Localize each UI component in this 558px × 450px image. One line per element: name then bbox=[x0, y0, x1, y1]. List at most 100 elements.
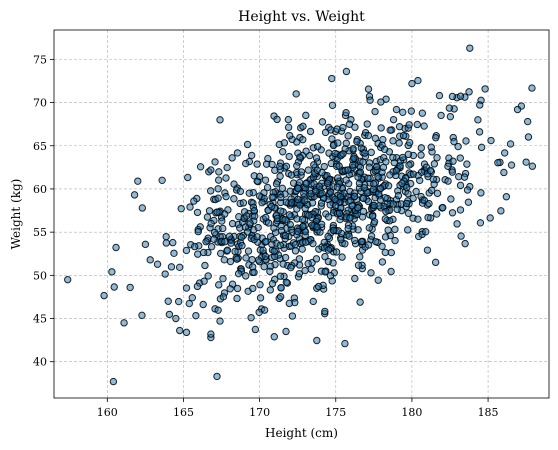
data-point bbox=[282, 162, 291, 170]
data-point bbox=[445, 104, 454, 112]
data-point bbox=[312, 187, 320, 196]
data-point bbox=[477, 143, 486, 152]
data-point bbox=[444, 162, 452, 171]
data-point bbox=[193, 208, 202, 217]
data-point bbox=[261, 252, 270, 260]
data-point bbox=[247, 313, 255, 322]
data-point bbox=[295, 255, 304, 263]
data-point bbox=[487, 136, 495, 145]
x-axis-ticks: 160 165 170 175 180 185 bbox=[97, 398, 499, 419]
data-point bbox=[354, 173, 362, 181]
data-point bbox=[359, 207, 368, 216]
data-point bbox=[381, 233, 390, 241]
data-point bbox=[412, 187, 420, 196]
x-tick-label: 165 bbox=[173, 406, 194, 419]
data-point bbox=[258, 198, 266, 207]
data-point bbox=[456, 154, 464, 162]
data-point bbox=[381, 248, 389, 257]
data-point bbox=[169, 238, 177, 247]
data-point bbox=[214, 306, 222, 314]
data-point bbox=[393, 205, 401, 214]
data-point bbox=[276, 172, 284, 180]
data-point bbox=[184, 173, 192, 182]
data-point bbox=[284, 115, 293, 124]
data-point bbox=[370, 180, 378, 188]
data-point bbox=[344, 132, 352, 140]
data-point bbox=[309, 297, 317, 306]
data-point bbox=[338, 253, 346, 261]
data-point bbox=[433, 210, 441, 218]
data-point bbox=[308, 199, 317, 207]
data-point bbox=[386, 171, 394, 179]
data-point bbox=[203, 213, 212, 221]
data-point bbox=[251, 212, 259, 220]
data-point bbox=[270, 247, 278, 255]
data-point bbox=[336, 192, 345, 201]
data-point bbox=[270, 333, 279, 341]
data-point bbox=[430, 160, 439, 168]
data-point bbox=[420, 122, 428, 130]
data-point bbox=[398, 179, 406, 188]
data-point bbox=[251, 325, 260, 334]
y-tick-label: 40 bbox=[33, 356, 47, 369]
data-point bbox=[460, 173, 469, 181]
data-point bbox=[190, 242, 199, 251]
x-tick-label: 170 bbox=[249, 406, 270, 419]
y-tick-label: 65 bbox=[33, 140, 47, 153]
data-point bbox=[206, 187, 215, 195]
data-point bbox=[110, 283, 118, 291]
data-point bbox=[175, 263, 184, 272]
data-point bbox=[351, 192, 359, 201]
data-point bbox=[268, 240, 276, 248]
data-point bbox=[292, 90, 300, 98]
data-point bbox=[457, 232, 465, 240]
data-point bbox=[230, 195, 238, 203]
data-point bbox=[245, 189, 253, 197]
data-point bbox=[355, 179, 364, 188]
data-point bbox=[153, 260, 162, 268]
data-point bbox=[420, 196, 428, 204]
data-point bbox=[365, 163, 374, 171]
data-point bbox=[344, 224, 352, 233]
data-point bbox=[233, 149, 242, 157]
data-point bbox=[167, 263, 176, 271]
data-point bbox=[372, 237, 380, 246]
data-point bbox=[214, 176, 223, 184]
data-point bbox=[345, 232, 353, 240]
data-point bbox=[211, 158, 219, 166]
data-point bbox=[196, 163, 205, 171]
data-point bbox=[399, 153, 407, 162]
data-point bbox=[431, 258, 440, 267]
data-point bbox=[260, 262, 268, 271]
data-point bbox=[276, 272, 285, 280]
data-point bbox=[233, 284, 242, 293]
data-point bbox=[164, 297, 172, 305]
data-point bbox=[403, 183, 411, 192]
data-point bbox=[328, 135, 336, 143]
data-point bbox=[242, 272, 250, 280]
data-point bbox=[304, 259, 312, 268]
data-point bbox=[108, 268, 116, 276]
data-point bbox=[357, 144, 365, 152]
data-point bbox=[312, 154, 321, 162]
data-point bbox=[219, 274, 227, 283]
data-point bbox=[407, 107, 416, 115]
data-point bbox=[360, 184, 368, 192]
data-point bbox=[328, 101, 337, 110]
data-point bbox=[399, 108, 407, 117]
data-point bbox=[172, 314, 180, 323]
data-point bbox=[433, 189, 442, 198]
data-point bbox=[334, 139, 342, 147]
data-point bbox=[273, 115, 281, 124]
data-point bbox=[313, 142, 322, 151]
data-point bbox=[426, 166, 435, 175]
data-point bbox=[429, 175, 437, 183]
data-point bbox=[268, 160, 276, 169]
data-point bbox=[413, 120, 421, 129]
data-point bbox=[461, 239, 469, 248]
data-point bbox=[158, 176, 166, 185]
data-point bbox=[226, 257, 235, 266]
data-point bbox=[314, 282, 323, 291]
data-point bbox=[233, 294, 241, 303]
data-point bbox=[200, 277, 208, 285]
